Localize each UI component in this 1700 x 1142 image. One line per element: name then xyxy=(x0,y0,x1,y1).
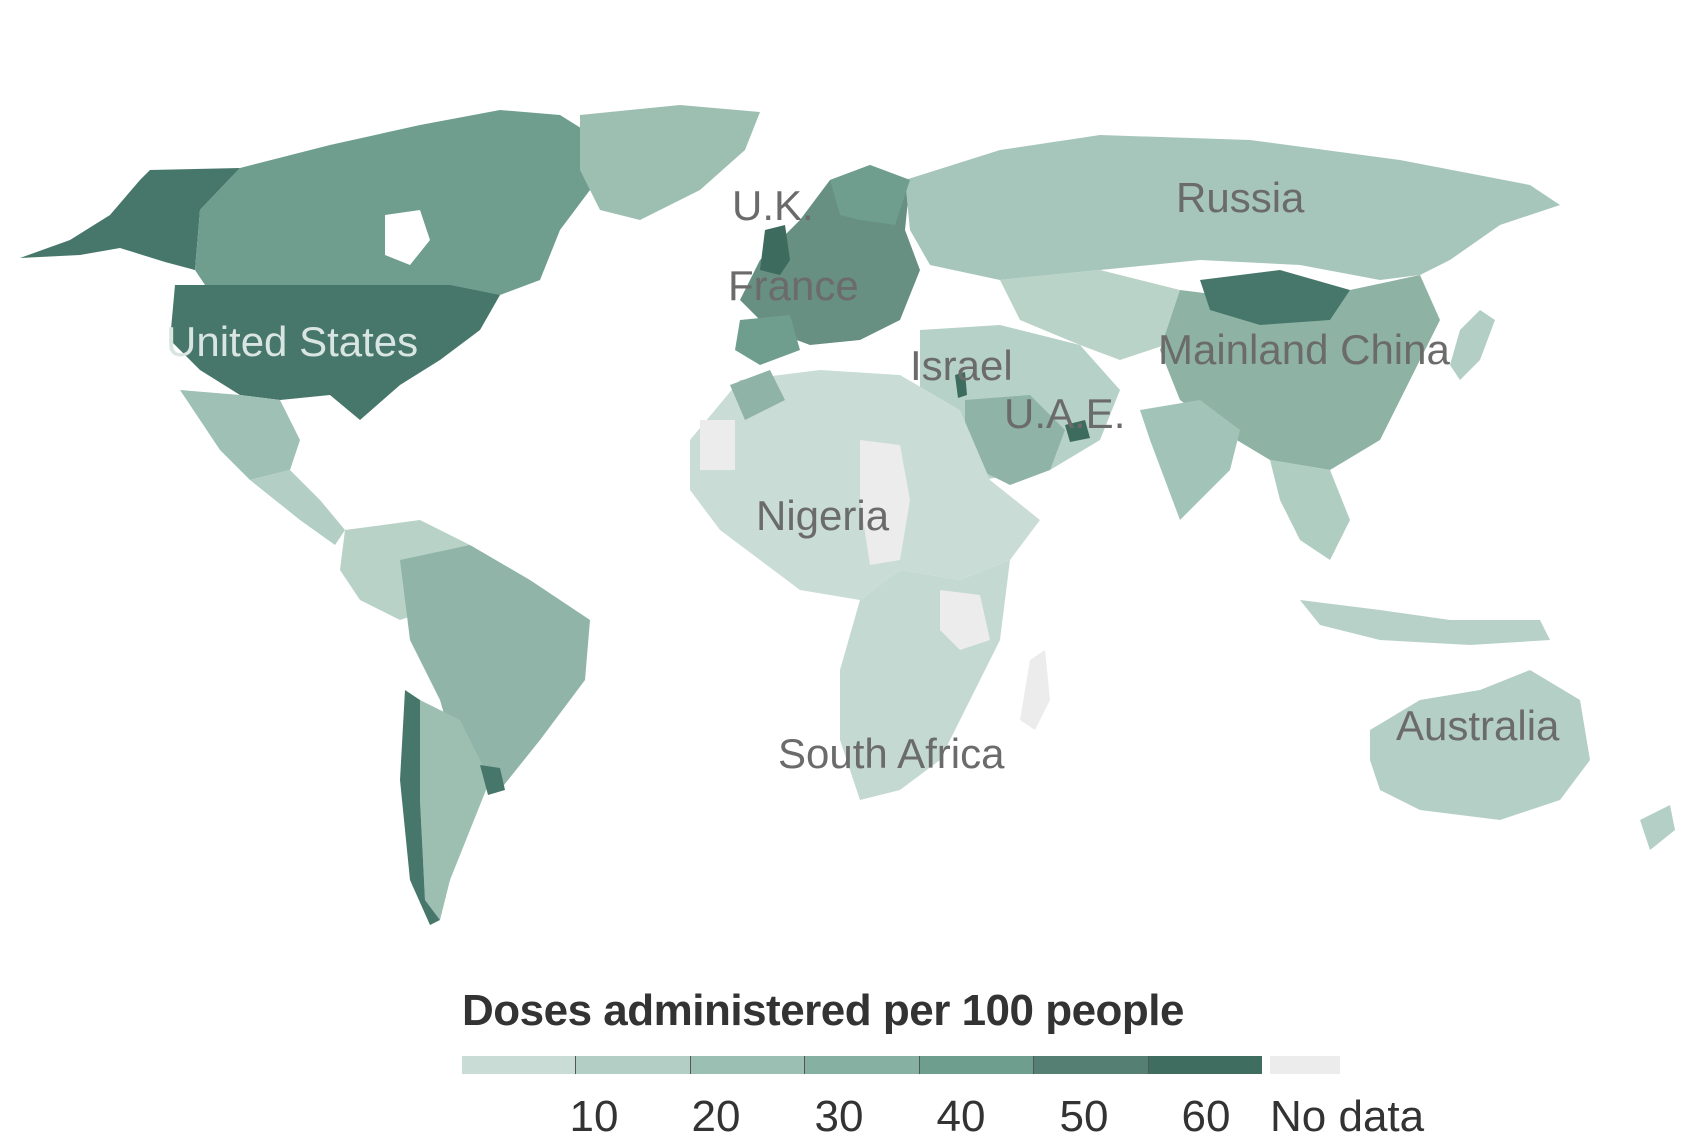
legend-tick-50: 50 xyxy=(1059,1092,1109,1141)
legend-swatch-3 xyxy=(805,1056,920,1074)
country-morocco[interactable] xyxy=(730,370,785,420)
label-australia: Australia xyxy=(1396,702,1560,749)
legend-swatch-6 xyxy=(1148,1056,1262,1074)
water-hudson-bay xyxy=(385,210,430,265)
region-central-asia[interactable] xyxy=(1000,270,1180,360)
country-united-states[interactable] xyxy=(170,285,500,420)
country-spain[interactable] xyxy=(735,315,800,365)
label-uk: U.K. xyxy=(732,182,814,229)
country-canada[interactable] xyxy=(195,110,600,300)
label-nigeria: Nigeria xyxy=(756,492,890,539)
country-india[interactable] xyxy=(1140,400,1240,520)
label-mainland-china: Mainland China xyxy=(1158,326,1450,373)
country-saudi-arabia[interactable] xyxy=(965,395,1065,485)
region-no-data-chad xyxy=(860,440,910,565)
legend-tick-30: 30 xyxy=(814,1092,864,1141)
legend-swatch-1 xyxy=(576,1056,691,1074)
region-scandinavia[interactable] xyxy=(830,165,910,225)
country-china[interactable] xyxy=(1160,275,1440,470)
legend-swatch-2 xyxy=(690,1056,806,1074)
country-australia[interactable] xyxy=(1370,670,1590,820)
label-france: France xyxy=(728,262,859,309)
country-mexico[interactable] xyxy=(180,390,300,480)
label-israel: Israel xyxy=(910,342,1013,389)
country-indonesia[interactable] xyxy=(1300,600,1550,645)
country-greenland[interactable] xyxy=(580,105,760,220)
country-argentina[interactable] xyxy=(420,700,490,920)
legend-swatch-4 xyxy=(919,1056,1035,1074)
legend-color-scale xyxy=(462,1056,1262,1074)
label-russia: Russia xyxy=(1176,174,1305,221)
label-united-states: United States xyxy=(166,318,418,365)
country-uk[interactable] xyxy=(760,225,790,275)
legend-no-data-swatch xyxy=(1270,1056,1340,1074)
region-no-data-western-sahara xyxy=(700,420,735,470)
legend-tick-40: 40 xyxy=(936,1092,986,1141)
country-mongolia[interactable] xyxy=(1200,270,1350,325)
legend-title: Doses administered per 100 people xyxy=(462,986,1185,1035)
country-alaska[interactable] xyxy=(20,168,240,270)
legend-tick-60: 60 xyxy=(1181,1092,1231,1141)
legend-no-data-label: No data xyxy=(1270,1092,1425,1141)
country-japan[interactable] xyxy=(1450,310,1495,380)
country-chile[interactable] xyxy=(400,690,440,925)
country-israel[interactable] xyxy=(955,372,967,398)
region-no-data-tanzania xyxy=(940,590,990,650)
country-uruguay[interactable] xyxy=(480,765,505,795)
region-no-data-madagascar xyxy=(1020,650,1050,730)
legend-tick-10: 10 xyxy=(569,1092,619,1141)
region-central-america[interactable] xyxy=(250,470,345,545)
country-brazil[interactable] xyxy=(400,545,590,790)
label-uae: U.A.E. xyxy=(1004,390,1125,437)
country-new-zealand[interactable] xyxy=(1640,805,1675,850)
country-russia[interactable] xyxy=(905,135,1560,280)
country-uae[interactable] xyxy=(1065,420,1090,442)
region-southeast-asia[interactable] xyxy=(1270,460,1350,560)
legend-swatch-5 xyxy=(1034,1056,1149,1074)
legend-tick-20: 20 xyxy=(691,1092,741,1141)
legend-swatch-0 xyxy=(462,1056,577,1074)
label-south-africa: South Africa xyxy=(778,730,1005,777)
